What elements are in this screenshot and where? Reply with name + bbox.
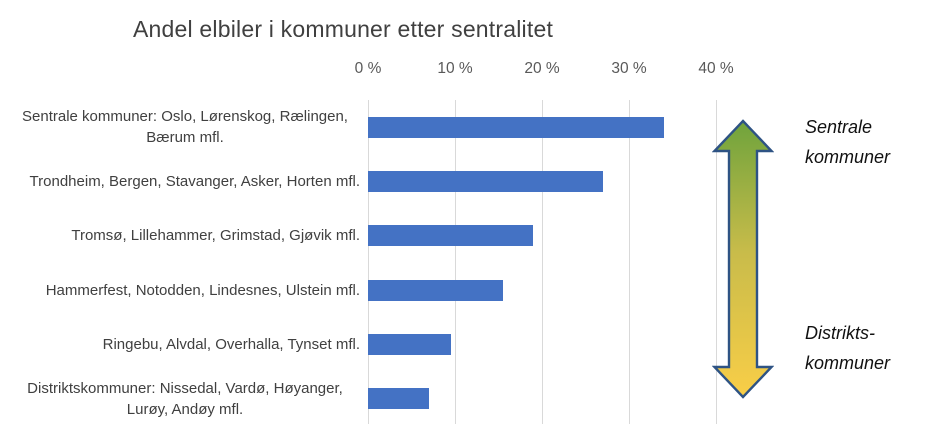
category-label-text: Distriktskommuner: Nissedal, Vardø, Høya… <box>27 379 343 418</box>
x-tick-label: 10 % <box>437 60 473 77</box>
chart-title: Andel elbiler i kommuner etter sentralit… <box>133 16 554 42</box>
category-label: Distriktskommuner: Nissedal, Vardø, Høya… <box>10 372 360 426</box>
bar <box>368 279 503 301</box>
category-label: Trondheim, Bergen, Stavanger, Asker, Hor… <box>10 154 360 208</box>
category-label-text: Sentrale kommuner: Oslo, Lørenskog, Ræli… <box>22 108 348 147</box>
double-arrow-icon <box>711 119 775 399</box>
gridline <box>368 100 369 424</box>
bar <box>368 225 534 247</box>
x-tick-label: 40 % <box>698 60 734 77</box>
category-label-text: Hammerfest, Notodden, Lindesnes, Ulstein… <box>45 281 360 299</box>
side-label-sentrale-line1: Sentrale <box>805 117 873 137</box>
category-label-text: Tromsø, Lillehammer, Grimstad, Gjøvik mf… <box>71 227 360 245</box>
category-label: Sentrale kommuner: Oslo, Lørenskog, Ræli… <box>10 100 360 154</box>
side-label-sentrale: Sentrale kommuner <box>805 112 890 172</box>
side-label-distrikts-line2: kommuner <box>805 353 891 373</box>
bar <box>368 333 451 355</box>
centrality-arrow <box>711 119 775 399</box>
gridline <box>629 100 630 424</box>
category-label-text: Trondheim, Bergen, Stavanger, Asker, Hor… <box>29 172 360 190</box>
x-tick-label: 30 % <box>611 60 647 77</box>
gridline <box>716 100 717 424</box>
side-label-distrikts-line1: Distrikts- <box>805 323 875 343</box>
bar <box>368 116 664 138</box>
bar <box>368 388 429 410</box>
gridline <box>455 100 456 424</box>
category-label: Ringebu, Alvdal, Overhalla, Tynset mfl. <box>10 317 360 371</box>
x-tick-label: 0 % <box>354 60 382 77</box>
category-label-text: Ringebu, Alvdal, Overhalla, Tynset mfl. <box>102 335 360 353</box>
gridline <box>542 100 543 424</box>
side-label-sentrale-line2: kommuner <box>805 147 891 167</box>
side-label-distrikts: Distrikts- kommuner <box>805 318 890 378</box>
x-tick-label: 20 % <box>524 60 560 77</box>
category-label: Tromsø, Lillehammer, Grimstad, Gjøvik mf… <box>10 209 360 263</box>
category-label: Hammerfest, Notodden, Lindesnes, Ulstein… <box>10 263 360 317</box>
bar <box>368 170 603 192</box>
